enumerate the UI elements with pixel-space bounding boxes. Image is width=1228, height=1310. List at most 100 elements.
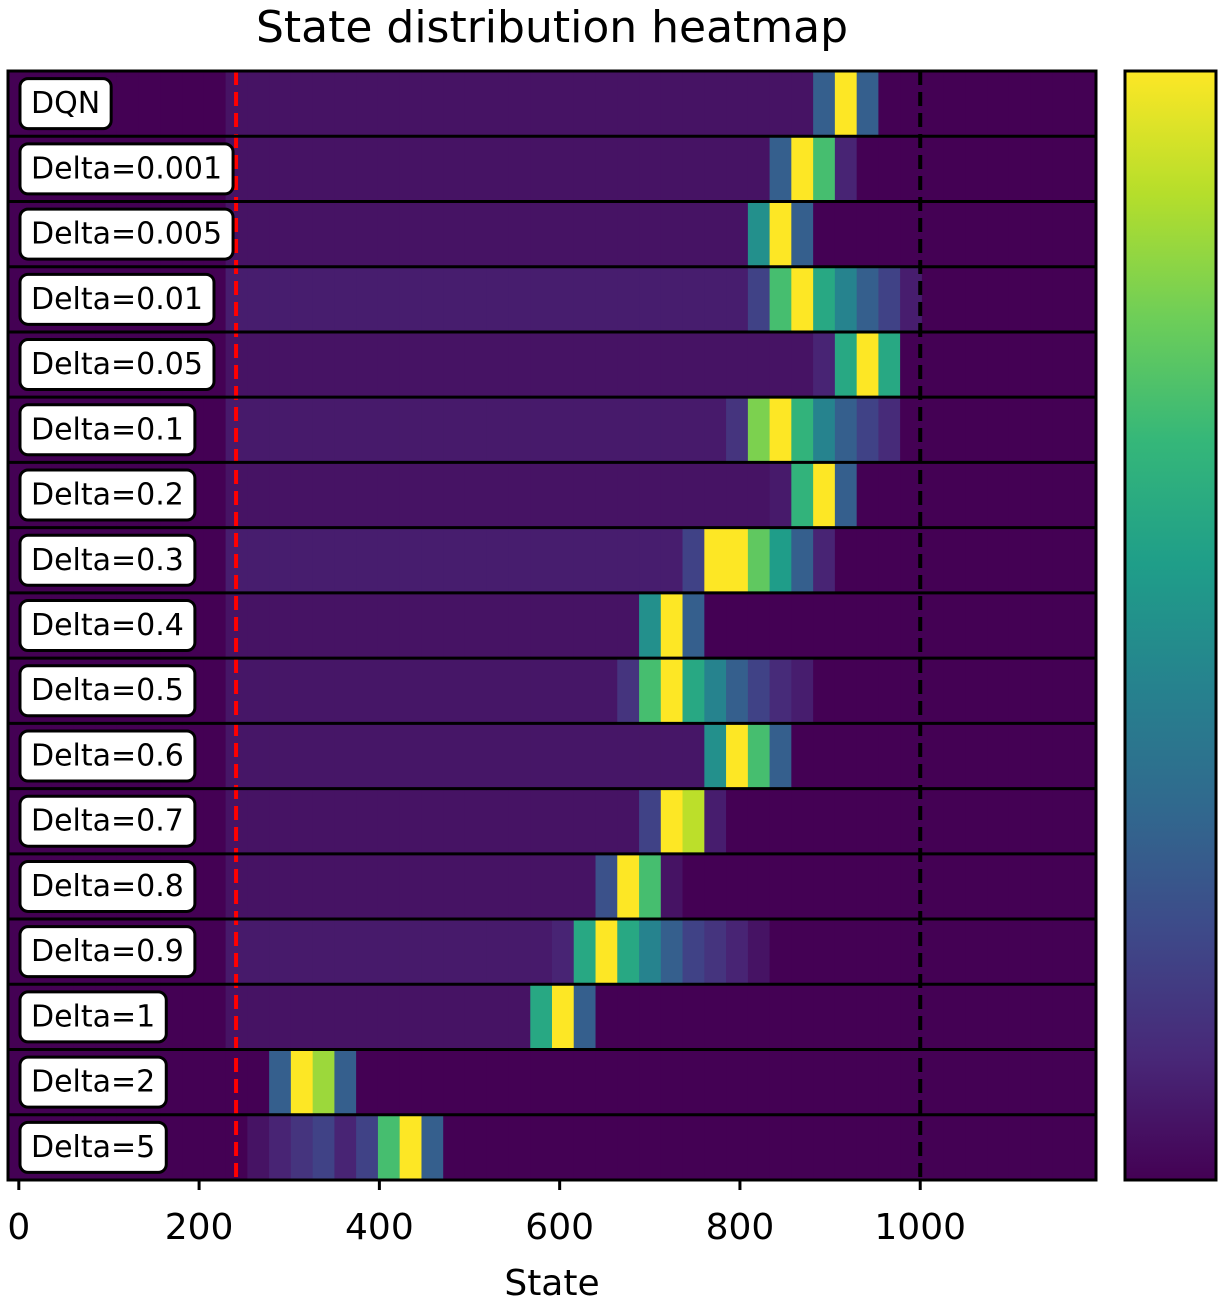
heatmap-cell bbox=[900, 658, 923, 724]
heatmap-cell bbox=[921, 462, 945, 529]
heatmap-cell bbox=[573, 853, 597, 920]
heatmap-cell bbox=[203, 788, 227, 855]
heatmap-cell bbox=[312, 201, 335, 268]
heatmap-cell bbox=[530, 984, 553, 1051]
heatmap-cell bbox=[921, 1114, 945, 1181]
heatmap-cell bbox=[290, 984, 314, 1051]
heatmap-cell bbox=[312, 592, 335, 659]
heatmap-cell bbox=[1074, 136, 1097, 203]
heatmap-cell bbox=[1008, 723, 1032, 790]
heatmap-cell bbox=[399, 658, 423, 724]
heatmap-cell bbox=[269, 1114, 292, 1181]
row-label-box bbox=[18, 859, 197, 913]
heatmap-cell bbox=[1052, 136, 1075, 203]
heatmap-cell bbox=[813, 331, 836, 398]
heatmap-cell bbox=[682, 1114, 705, 1181]
heatmap-cell bbox=[943, 1049, 967, 1116]
heatmap-cell bbox=[399, 1049, 423, 1116]
heatmap-cell bbox=[900, 853, 923, 920]
x-axis-label: State bbox=[504, 1263, 599, 1304]
heatmap-cell bbox=[834, 1114, 858, 1181]
heatmap-cell bbox=[1074, 201, 1097, 268]
heatmap-cell bbox=[377, 723, 401, 790]
heatmap-cell bbox=[617, 919, 640, 985]
heatmap-cell bbox=[660, 527, 684, 594]
heatmap-cell bbox=[660, 788, 684, 855]
heatmap-cell bbox=[247, 984, 270, 1051]
heatmap-cell bbox=[203, 1049, 227, 1116]
row-label-box bbox=[18, 403, 197, 457]
heatmap-cell bbox=[660, 266, 684, 333]
heatmap-cell bbox=[813, 658, 836, 724]
heatmap-cell bbox=[399, 853, 423, 920]
heatmap-cell bbox=[921, 331, 945, 398]
heatmap-cell bbox=[421, 984, 444, 1051]
heatmap-cell bbox=[965, 723, 988, 790]
heatmap-cell bbox=[1030, 788, 1054, 855]
heatmap-cell bbox=[878, 201, 901, 268]
heatmap-cell bbox=[943, 919, 967, 985]
heatmap-cell bbox=[595, 331, 618, 398]
heatmap-cell bbox=[530, 658, 553, 724]
heatmap-cell bbox=[573, 136, 597, 203]
heatmap-cell bbox=[900, 136, 923, 203]
row-label-box bbox=[18, 794, 197, 848]
heatmap-cell bbox=[639, 723, 662, 790]
heatmap-cell bbox=[182, 1049, 205, 1116]
heatmap-cell bbox=[486, 1114, 510, 1181]
heatmap-cell bbox=[443, 201, 466, 268]
heatmap-cell bbox=[1074, 527, 1097, 594]
heatmap-cell bbox=[552, 331, 575, 398]
heatmap-cell bbox=[965, 984, 988, 1051]
heatmap-cell bbox=[834, 397, 858, 464]
heatmap-cell bbox=[573, 462, 597, 529]
heatmap-cell bbox=[530, 266, 553, 333]
heatmap-cell bbox=[921, 527, 945, 594]
row-label: Delta=0.2 bbox=[31, 478, 184, 513]
row-label-box bbox=[18, 338, 216, 392]
x-tick-label: 800 bbox=[706, 1207, 775, 1248]
heatmap-cell bbox=[356, 71, 379, 137]
heatmap-cell bbox=[1030, 658, 1054, 724]
heatmap-cell bbox=[552, 527, 575, 594]
heatmap-cell bbox=[464, 1114, 488, 1181]
heatmap-cell bbox=[1008, 462, 1032, 529]
heatmap-cell bbox=[943, 527, 967, 594]
heatmap-cell bbox=[530, 723, 553, 790]
heatmap-cell bbox=[399, 462, 423, 529]
heatmap-cell bbox=[682, 71, 705, 137]
heatmap-cell bbox=[726, 723, 749, 790]
heatmap-cell bbox=[573, 527, 597, 594]
heatmap-cell bbox=[878, 853, 901, 920]
heatmap-cell bbox=[704, 201, 727, 268]
heatmap-cell bbox=[530, 919, 553, 985]
heatmap-cell bbox=[247, 592, 270, 659]
heatmap-cell bbox=[987, 788, 1010, 855]
heatmap-cell bbox=[726, 462, 749, 529]
heatmap-cell bbox=[791, 136, 814, 203]
heatmap-cell bbox=[639, 1114, 662, 1181]
heatmap-cell bbox=[225, 266, 248, 333]
heatmap-cell bbox=[464, 201, 488, 268]
heatmap-cell bbox=[1074, 658, 1097, 724]
heatmap-cell bbox=[1030, 592, 1054, 659]
heatmap-cell bbox=[769, 201, 792, 268]
heatmap-cell bbox=[552, 266, 575, 333]
heatmap-cell bbox=[856, 788, 879, 855]
heatmap-cell bbox=[1030, 462, 1054, 529]
heatmap-cell bbox=[1052, 266, 1075, 333]
heatmap-cell bbox=[747, 136, 771, 203]
heatmap-cell bbox=[1052, 919, 1075, 985]
heatmap-cell bbox=[1074, 723, 1097, 790]
heatmap-cell bbox=[900, 788, 923, 855]
row-label: Delta=0.005 bbox=[31, 217, 222, 252]
heatmap-cell bbox=[921, 71, 945, 137]
heatmap-cell bbox=[965, 136, 988, 203]
heatmap-cell bbox=[1008, 136, 1032, 203]
heatmap-cell bbox=[595, 984, 618, 1051]
heatmap-cell bbox=[312, 658, 335, 724]
heatmap-cell bbox=[769, 788, 792, 855]
heatmap-cell bbox=[269, 1049, 292, 1116]
heatmap-cell bbox=[290, 266, 314, 333]
heatmap-cell bbox=[943, 331, 967, 398]
